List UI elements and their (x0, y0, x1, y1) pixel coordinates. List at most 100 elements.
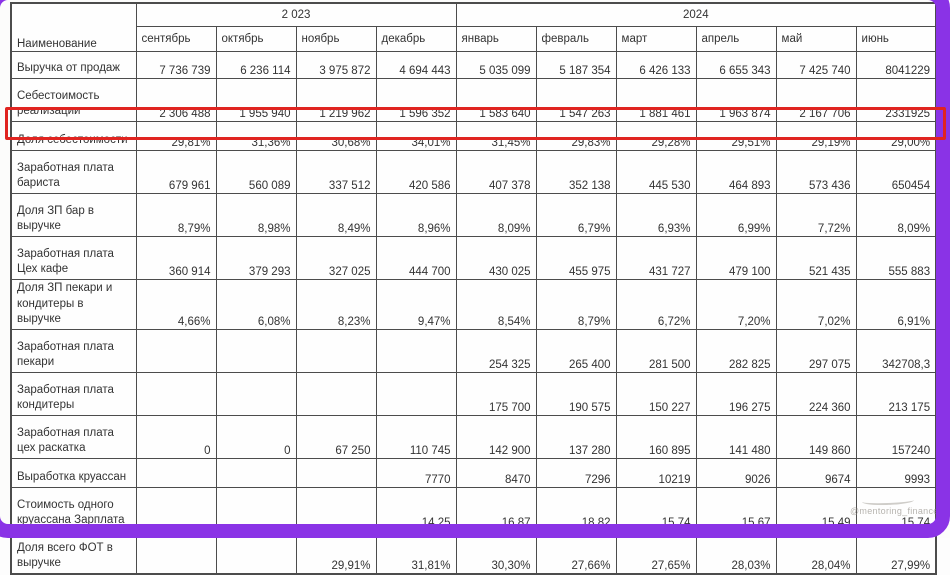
cell-value: 7,02% (775, 279, 857, 330)
cell-value: 31,45% (455, 121, 537, 151)
cell-value: 360 914 (135, 236, 217, 280)
row-name: Заработная плата Цех кафе (10, 236, 137, 280)
cell-value: 297 075 (775, 328, 857, 373)
cell-value: 8470 (455, 457, 537, 488)
month-header-row: сентябрь октябрь ноябрь декабрь январь феврал… (11, 26, 937, 52)
cell-value: 14,25 (375, 486, 457, 531)
month-header-8: апрель (695, 26, 777, 52)
table-row: Заработная плата бариста 679 961 560 089 33… (10, 150, 937, 194)
cell-value: 1 583 640 (455, 78, 537, 122)
cell-value (135, 529, 217, 575)
cell-value: 430 025 (455, 236, 537, 280)
cell-value: 16,87 (455, 486, 537, 531)
cell-value: 10219 (615, 457, 697, 488)
cell-value: 7770 (375, 457, 457, 488)
cell-value: 8,09% (855, 193, 937, 237)
cell-value (375, 328, 457, 373)
cell-value: 27,99% (855, 529, 937, 575)
cell-value: 29,28% (615, 121, 697, 151)
cell-value (295, 328, 377, 373)
cell-value: 142 900 (455, 414, 537, 459)
month-header-5: январь (455, 26, 537, 52)
cell-value: 265 400 (535, 328, 617, 373)
cell-value: 6 236 114 (215, 51, 297, 79)
cell-value: 8,96% (375, 193, 457, 237)
finance-report-table: Наименование 2 023 2024 сентябрь октябрь н… (10, 2, 938, 575)
table-row: Заработная плата кондитеры 175 700 190 575… (10, 371, 937, 416)
cell-value: 15,67 (695, 486, 777, 531)
cell-value: 110 745 (375, 414, 457, 459)
name-column-header: Наименование (10, 2, 137, 52)
cell-value: 6,91% (855, 279, 937, 330)
cell-value: 3 975 872 (295, 51, 377, 79)
cell-value: 455 975 (535, 236, 617, 280)
cell-value: 573 436 (775, 150, 857, 194)
cell-value (135, 457, 217, 488)
cell-value (215, 486, 297, 531)
row-name: Доля ЗП пекари и кондитеры в выручке (10, 279, 137, 330)
table-row: Выработка круассан 7770 8470 7296 10219 9026 9… (10, 457, 937, 488)
cell-value (215, 328, 297, 373)
cell-value (295, 457, 377, 488)
cell-value (295, 486, 377, 531)
cell-value: 479 100 (695, 236, 777, 280)
cell-value: 6,93% (615, 193, 697, 237)
cell-value: 30,68% (295, 121, 377, 151)
row-name: Доля ЗП бар в выручке (10, 193, 137, 237)
table-row: Доля ЗП бар в выручке 8,79% 8,98% 8,49% 8,96… (10, 193, 937, 237)
cell-value: 27,66% (535, 529, 617, 575)
cell-value: 8041229 (855, 51, 937, 79)
cell-value: 5 035 099 (455, 51, 537, 79)
year-group-2023: 2 023 (135, 2, 457, 27)
cell-value: 4,66% (135, 279, 217, 330)
cell-value: 9,47% (375, 279, 457, 330)
cell-value: 4 694 443 (375, 51, 457, 79)
cell-value: 1 881 461 (615, 78, 697, 122)
cell-value: 9993 (855, 457, 937, 488)
cell-value: 2 306 488 (135, 78, 217, 122)
cell-value: 29,91% (295, 529, 377, 575)
cell-value: 160 895 (615, 414, 697, 459)
cell-value: 337 512 (295, 150, 377, 194)
cell-value: 352 138 (535, 150, 617, 194)
cell-value: 29,51% (695, 121, 777, 151)
table-row: Доля себестоимости 29,81% 31,36% 30,68% 34,0… (10, 121, 937, 151)
year-header-row: Наименование 2 023 2024 (10, 2, 937, 52)
cell-value: 7,72% (775, 193, 857, 237)
month-header-3: ноябрь (295, 26, 377, 52)
cell-value: 1 547 263 (535, 78, 617, 122)
cell-value: 190 575 (535, 371, 617, 416)
cell-value: 521 435 (775, 236, 857, 280)
cell-value: 327 025 (295, 236, 377, 280)
cell-value: 8,49% (295, 193, 377, 237)
cell-value: 15,49 (775, 486, 857, 531)
cell-value: 6,08% (215, 279, 297, 330)
cell-value: 34,01% (375, 121, 457, 151)
row-name: Себестоимость реализации (10, 78, 137, 122)
row-name: Доля себестоимости (10, 121, 137, 151)
cell-value (215, 371, 297, 416)
cell-value: 0 (135, 414, 217, 459)
cell-value: 6,72% (615, 279, 697, 330)
cell-value: 150 227 (615, 371, 697, 416)
cell-value: 8,09% (455, 193, 537, 237)
cell-value: 7 736 739 (135, 51, 217, 79)
row-name: Заработная плата цех раскатка (10, 414, 137, 459)
cell-value: 15,74 (615, 486, 697, 531)
cell-value: 6,79% (535, 193, 617, 237)
cell-value: 224 360 (775, 371, 857, 416)
cell-value: 8,79% (135, 193, 217, 237)
cell-value: 5 187 354 (535, 51, 617, 79)
month-header-9: май (775, 26, 857, 52)
cell-value: 407 378 (455, 150, 537, 194)
table-row: Доля всего ФОТ в выручке 29,91% 31,81% 30,3… (10, 529, 937, 575)
row-name: Заработная плата бариста (10, 150, 137, 194)
cell-value: 29,19% (775, 121, 857, 151)
row-name: Стоимость одного круассана Зарплата (10, 486, 137, 531)
cell-value: 555 883 (855, 236, 937, 280)
cell-value: 7 425 740 (775, 51, 857, 79)
cell-value: 7,20% (695, 279, 777, 330)
row-name: Доля всего ФОТ в выручке (10, 529, 137, 575)
cell-value: 431 727 (615, 236, 697, 280)
cell-value: 28,04% (775, 529, 857, 575)
